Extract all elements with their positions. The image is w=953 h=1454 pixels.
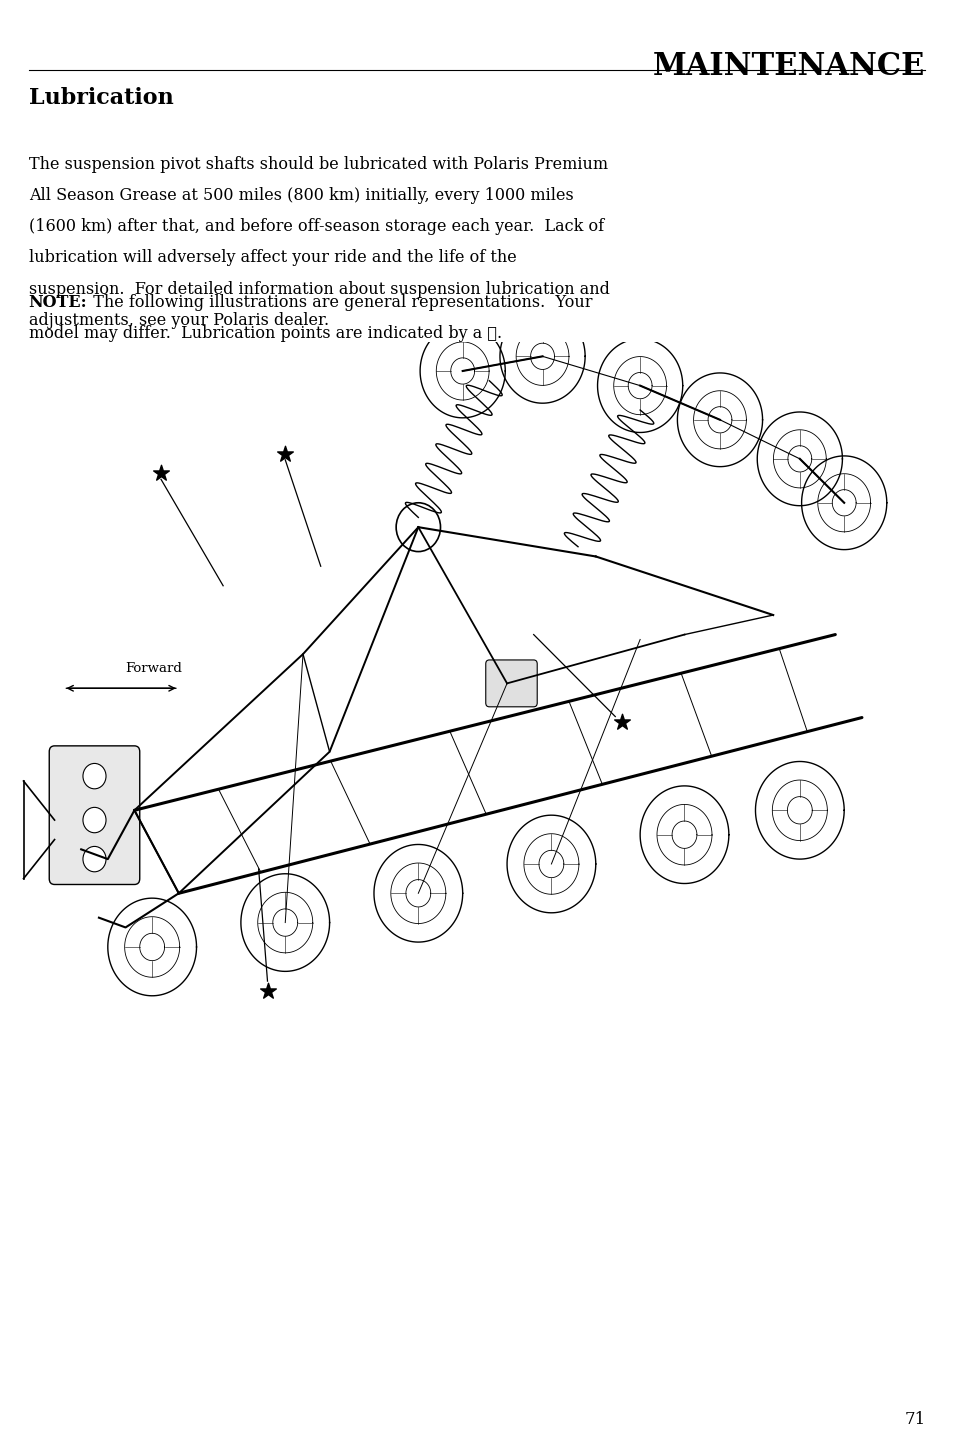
- Circle shape: [395, 503, 440, 551]
- Text: All Season Grease at 500 miles (800 km) initially, every 1000 miles: All Season Grease at 500 miles (800 km) …: [29, 186, 573, 204]
- Point: [153, 462, 169, 486]
- Text: Forward: Forward: [126, 662, 182, 675]
- Text: NOTE:: NOTE:: [29, 294, 87, 311]
- Point: [277, 442, 293, 465]
- FancyBboxPatch shape: [485, 660, 537, 707]
- Circle shape: [83, 763, 106, 790]
- Text: The following illustrations are general representations.  Your: The following illustrations are general …: [83, 294, 592, 311]
- Text: lubrication will adversely affect your ride and the life of the: lubrication will adversely affect your r…: [29, 249, 516, 266]
- Text: 71: 71: [903, 1410, 924, 1428]
- Text: suspension.  For detailed information about suspension lubrication and: suspension. For detailed information abo…: [29, 281, 609, 298]
- Text: model may differ.  Lubrication points are indicated by a ★.: model may differ. Lubrication points are…: [29, 324, 501, 342]
- Point: [614, 711, 629, 734]
- Text: (1600 km) after that, and before off-season storage each year.  Lack of: (1600 km) after that, and before off-sea…: [29, 218, 603, 236]
- Text: adjustments, see your Polaris dealer.: adjustments, see your Polaris dealer.: [29, 311, 329, 329]
- Text: Lubrication: Lubrication: [29, 87, 173, 109]
- Point: [259, 980, 274, 1003]
- Text: The suspension pivot shafts should be lubricated with Polaris Premium: The suspension pivot shafts should be lu…: [29, 156, 607, 173]
- FancyBboxPatch shape: [50, 746, 139, 884]
- Circle shape: [83, 807, 106, 833]
- Circle shape: [83, 846, 106, 872]
- Text: MAINTENANCE: MAINTENANCE: [652, 51, 924, 81]
